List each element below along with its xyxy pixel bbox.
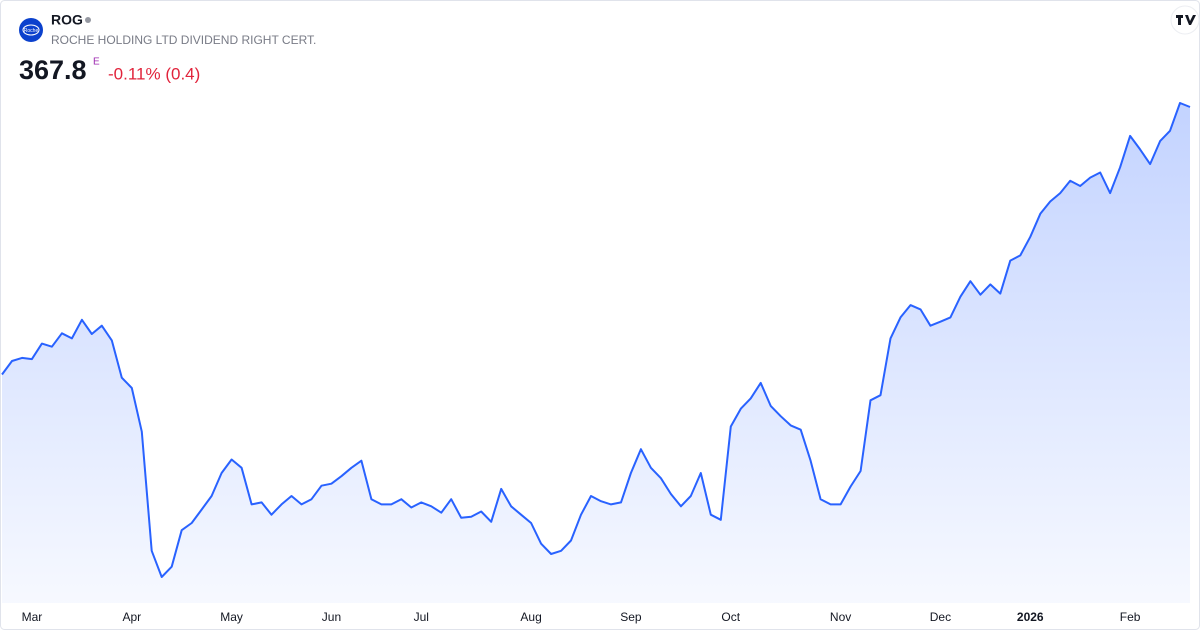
x-tick-label: May [220, 610, 243, 624]
area-fill [2, 103, 1190, 603]
status-dot [85, 17, 91, 23]
x-tick-label: Mar [22, 610, 43, 624]
tradingview-logo[interactable] [1170, 5, 1200, 35]
x-tick-label: Dec [930, 610, 951, 624]
x-tick-label: Jul [414, 610, 429, 624]
logo[interactable] [19, 18, 43, 42]
x-tick-label: Apr [122, 610, 141, 624]
price: 367.8 [19, 55, 87, 85]
x-tick-label: Feb [1120, 610, 1141, 624]
x-tick-label: 2026 [1017, 610, 1044, 624]
price-change: -0.11% (0.4) [108, 64, 200, 83]
x-tick-label: Oct [721, 610, 740, 624]
logo-text: Roche [24, 28, 39, 34]
symbol[interactable]: ROG [51, 12, 83, 28]
x-tick-label: Sep [620, 610, 642, 624]
company-name: ROCHE HOLDING LTD DIVIDEND RIGHT CERT. [51, 33, 316, 47]
price-flag: E [93, 57, 100, 68]
price-line [1, 102, 1191, 578]
x-tick-label: Aug [520, 610, 541, 624]
x-tick-label: Nov [830, 610, 851, 624]
x-tick-label: Jun [322, 610, 341, 624]
